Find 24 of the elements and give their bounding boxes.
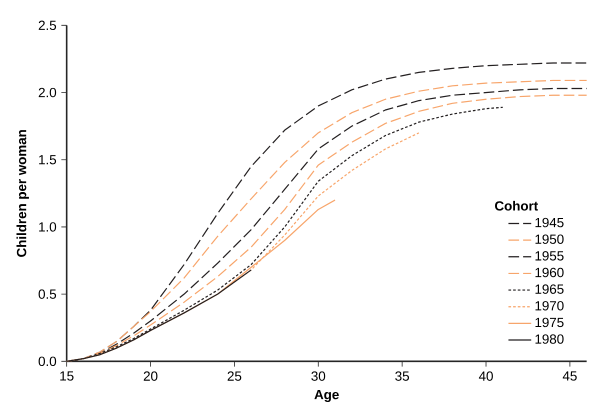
legend-label: 1980: [535, 334, 564, 344]
legend-label: 1945: [535, 218, 564, 228]
y-axis-title: Children per woman: [16, 130, 29, 257]
y-tick-label: 1.5: [39, 155, 56, 164]
legend-label: 1950: [535, 234, 564, 244]
y-tick-label: 0.0: [38, 356, 56, 366]
x-tick-label: 40: [478, 371, 493, 381]
x-tick-label: 45: [562, 371, 577, 381]
legend-label: 1960: [535, 268, 564, 278]
y-tick-label: 2.0: [38, 88, 56, 98]
x-axis-title: Age: [314, 390, 339, 402]
x-tick-label: 15: [60, 371, 74, 381]
legend-label: 1965: [535, 284, 564, 294]
legend-label: 1955: [535, 251, 564, 261]
legend-label: 1975: [535, 318, 564, 328]
x-tick-label: 25: [228, 371, 242, 381]
x-tick-label: 20: [144, 371, 158, 381]
y-tick-label: 0.5: [38, 289, 56, 299]
y-tick-label: 2.5: [38, 20, 56, 30]
y-tick-label: 1.0: [39, 222, 56, 232]
legend-title: Cohort: [495, 200, 538, 211]
x-tick-label: 35: [395, 371, 410, 381]
x-tick-label: 30: [311, 371, 326, 381]
legend-label: 1970: [535, 301, 564, 310]
